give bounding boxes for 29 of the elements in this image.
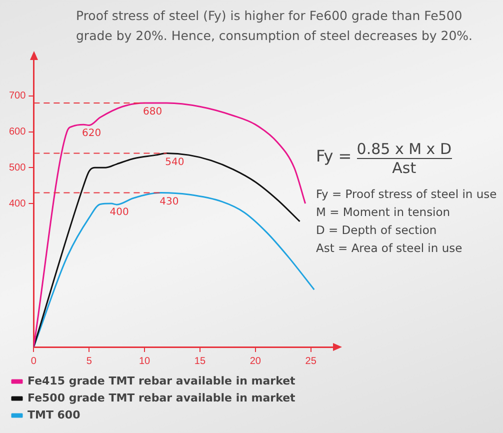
legend-label: Fe415 grade TMT rebar available in market bbox=[28, 374, 296, 388]
chart-title: Proof stress of steel (Fy) is higher for Fe600 grade than Fe500 grade by 20%. Hence, consumption of steel decreases by 20%. bbox=[76, 7, 474, 45]
x-tick-label: 15 bbox=[194, 356, 206, 367]
annotation: D = Depth of section bbox=[316, 222, 438, 239]
x-tick-label: 5 bbox=[86, 356, 92, 367]
line-series bbox=[34, 152, 300, 347]
line-series bbox=[34, 102, 306, 347]
x-tick-label: 0 bbox=[30, 356, 37, 367]
legend-label: Fe500 grade TMT rebar available in market bbox=[28, 391, 296, 404]
annotation: Ast = Area of steel in use bbox=[316, 240, 464, 257]
legend-label: TMT 600 bbox=[28, 408, 81, 422]
y-tick-label: 600 bbox=[8, 126, 26, 138]
annotation: Fy = bbox=[316, 146, 353, 166]
line-series bbox=[34, 192, 315, 347]
annotation: 540 bbox=[165, 156, 184, 168]
text: Ast bbox=[391, 159, 418, 177]
annotation: 400 bbox=[110, 207, 129, 218]
annotation: 620 bbox=[82, 128, 102, 140]
annotation: Fy = Proof stress of steel in use bbox=[316, 186, 498, 203]
annotation: 430 bbox=[160, 196, 179, 208]
y-tick-label: 500 bbox=[8, 162, 26, 174]
x-tick-label: 20 bbox=[250, 356, 262, 367]
annotation: 680 bbox=[142, 106, 162, 118]
x-tick-label: 10 bbox=[138, 356, 151, 367]
y-tick-label: 700 bbox=[8, 90, 26, 102]
y-tick-label: 400 bbox=[8, 198, 26, 210]
annotation: M = Moment in tension bbox=[316, 204, 452, 221]
text: 0.85 x M x D bbox=[356, 140, 452, 159]
x-tick-label: 25 bbox=[305, 356, 317, 367]
